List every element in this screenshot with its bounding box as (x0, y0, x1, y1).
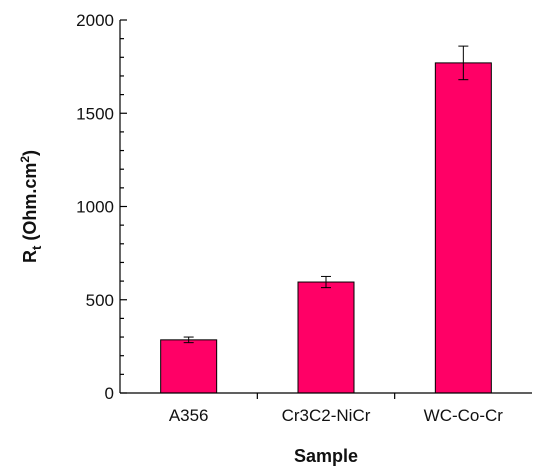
bar-2 (434, 62, 492, 394)
y-axis-title-close: ) (20, 150, 40, 156)
y-axis-title-sup: 2 (18, 156, 32, 163)
error-bars-layer (183, 45, 469, 344)
y-tick-label-3: 1500 (76, 104, 114, 123)
y-tick-label-4: 2000 (76, 11, 114, 30)
y-tick-label-2: 1000 (76, 198, 114, 217)
axes-layer (119, 19, 532, 399)
x-axis-title: Sample (294, 446, 358, 466)
y-axis-title: Rt (Ohm.cm2) (18, 150, 44, 263)
bar-1 (297, 281, 355, 394)
bar-0 (160, 339, 218, 394)
y-axis-title-sub: t (29, 245, 44, 250)
y-tick-label-0: 0 (105, 384, 114, 403)
y-axis-title-main: R (20, 250, 40, 263)
bars-layer (160, 62, 492, 394)
x-tick-label-1: Cr3C2-NiCr (282, 406, 371, 425)
y-tick-label-1: 500 (86, 291, 114, 310)
ticks-layer: A356 Cr3C2-NiCr WC-Co-Cr 0 500 1000 1500 2000 (76, 11, 503, 425)
x-tick-label-2: WC-Co-Cr (424, 406, 504, 425)
y-axis-title-unit: (Ohm.cm (20, 163, 40, 246)
x-tick-label-0: A356 (169, 406, 209, 425)
